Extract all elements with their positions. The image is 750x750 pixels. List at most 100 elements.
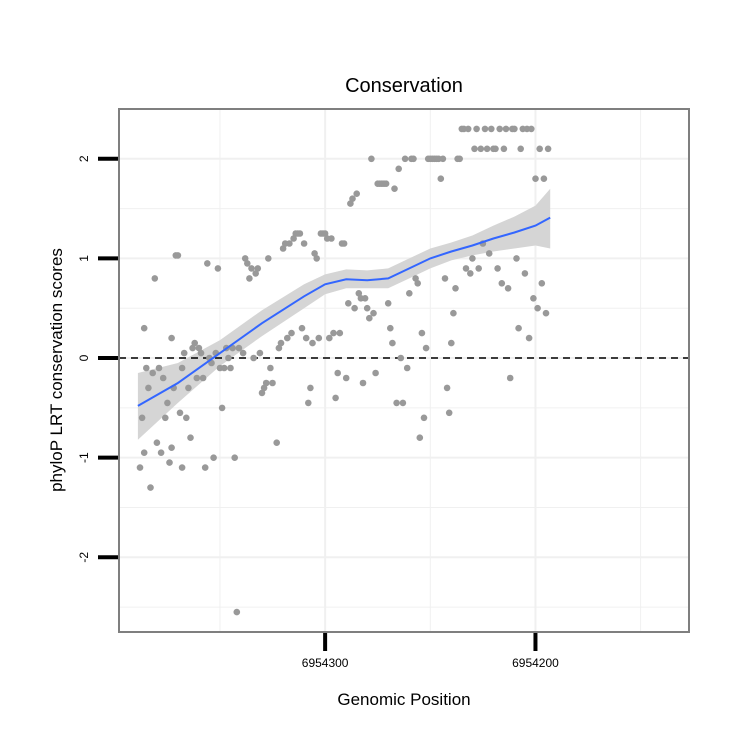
data-point xyxy=(210,454,217,462)
data-point xyxy=(145,384,152,392)
data-point xyxy=(403,364,411,372)
data-point xyxy=(471,145,478,153)
data-point xyxy=(441,275,449,282)
data-point xyxy=(193,374,201,382)
data-point xyxy=(469,255,476,262)
data-point xyxy=(521,270,529,277)
data-point xyxy=(189,344,196,352)
data-point xyxy=(494,265,501,272)
data-point xyxy=(366,314,373,322)
data-point xyxy=(504,285,512,292)
smooth-line xyxy=(137,216,551,407)
data-point xyxy=(305,399,312,407)
data-point xyxy=(286,240,293,247)
y-tick-label: -2 xyxy=(77,552,91,563)
data-point xyxy=(445,409,453,417)
data-point xyxy=(166,459,173,466)
data-point xyxy=(544,145,552,153)
data-point xyxy=(201,464,209,471)
data-point xyxy=(500,145,508,153)
data-point xyxy=(414,280,422,287)
data-point xyxy=(180,349,188,357)
data-point xyxy=(235,344,243,352)
data-point xyxy=(178,364,186,372)
data-point xyxy=(517,145,524,153)
data-point xyxy=(481,125,489,133)
data-point xyxy=(340,240,348,247)
data-point xyxy=(307,384,314,392)
y-axis: -2 -1 0 1 2 xyxy=(77,155,118,563)
data-point xyxy=(250,354,257,362)
data-point xyxy=(542,309,550,317)
data-point xyxy=(326,334,333,342)
data-point xyxy=(439,155,447,163)
data-point xyxy=(496,125,504,133)
data-point xyxy=(252,270,259,277)
data-point xyxy=(387,324,394,332)
data-point xyxy=(342,374,350,382)
data-point xyxy=(361,295,369,302)
data-point xyxy=(532,175,539,182)
data-point xyxy=(290,235,297,242)
data-point xyxy=(185,384,192,392)
data-point xyxy=(143,364,150,372)
data-point xyxy=(159,374,167,382)
data-point xyxy=(332,394,339,402)
data-point xyxy=(328,235,335,242)
data-point xyxy=(136,464,144,471)
data-point xyxy=(437,175,445,182)
x-axis-title: Genomic Position xyxy=(337,690,470,709)
data-point xyxy=(359,379,367,387)
data-point xyxy=(220,364,228,372)
data-point xyxy=(140,324,148,332)
data-point xyxy=(372,369,379,377)
data-point xyxy=(298,324,306,332)
data-point xyxy=(511,125,518,133)
data-point xyxy=(199,374,207,382)
data-point xyxy=(174,252,182,259)
data-point xyxy=(183,414,190,422)
data-point xyxy=(492,145,499,153)
data-point xyxy=(187,434,194,442)
data-point xyxy=(302,334,310,342)
data-point xyxy=(204,260,211,267)
data-point xyxy=(502,125,510,133)
data-point xyxy=(157,449,165,457)
data-point xyxy=(246,275,253,282)
data-points xyxy=(136,125,552,616)
data-point xyxy=(311,250,318,257)
data-point xyxy=(265,255,272,262)
data-point xyxy=(138,414,146,422)
data-point xyxy=(313,255,321,262)
data-point xyxy=(309,339,316,347)
y-tick-label: 2 xyxy=(77,155,91,162)
data-point xyxy=(227,364,234,372)
data-point xyxy=(397,354,405,362)
data-point xyxy=(197,349,205,357)
confidence-ribbon xyxy=(137,188,551,440)
data-point xyxy=(153,439,161,447)
data-point xyxy=(191,339,198,347)
data-point xyxy=(536,145,543,153)
data-point xyxy=(382,180,390,187)
data-point xyxy=(168,444,175,452)
data-point xyxy=(284,334,291,342)
data-point xyxy=(225,354,232,362)
data-point xyxy=(391,185,398,192)
data-point xyxy=(315,334,323,342)
data-point xyxy=(525,334,533,342)
data-point xyxy=(473,125,480,133)
data-point xyxy=(540,175,548,182)
data-point xyxy=(534,304,541,312)
data-point xyxy=(389,339,396,347)
data-point xyxy=(334,369,342,377)
y-tick-label: -1 xyxy=(77,452,91,463)
data-point xyxy=(244,260,251,267)
data-point xyxy=(393,399,400,407)
data-point xyxy=(218,404,226,412)
data-point xyxy=(355,290,363,297)
data-point xyxy=(515,324,522,332)
data-point xyxy=(254,265,262,272)
data-point xyxy=(513,255,520,262)
data-point xyxy=(269,379,276,387)
